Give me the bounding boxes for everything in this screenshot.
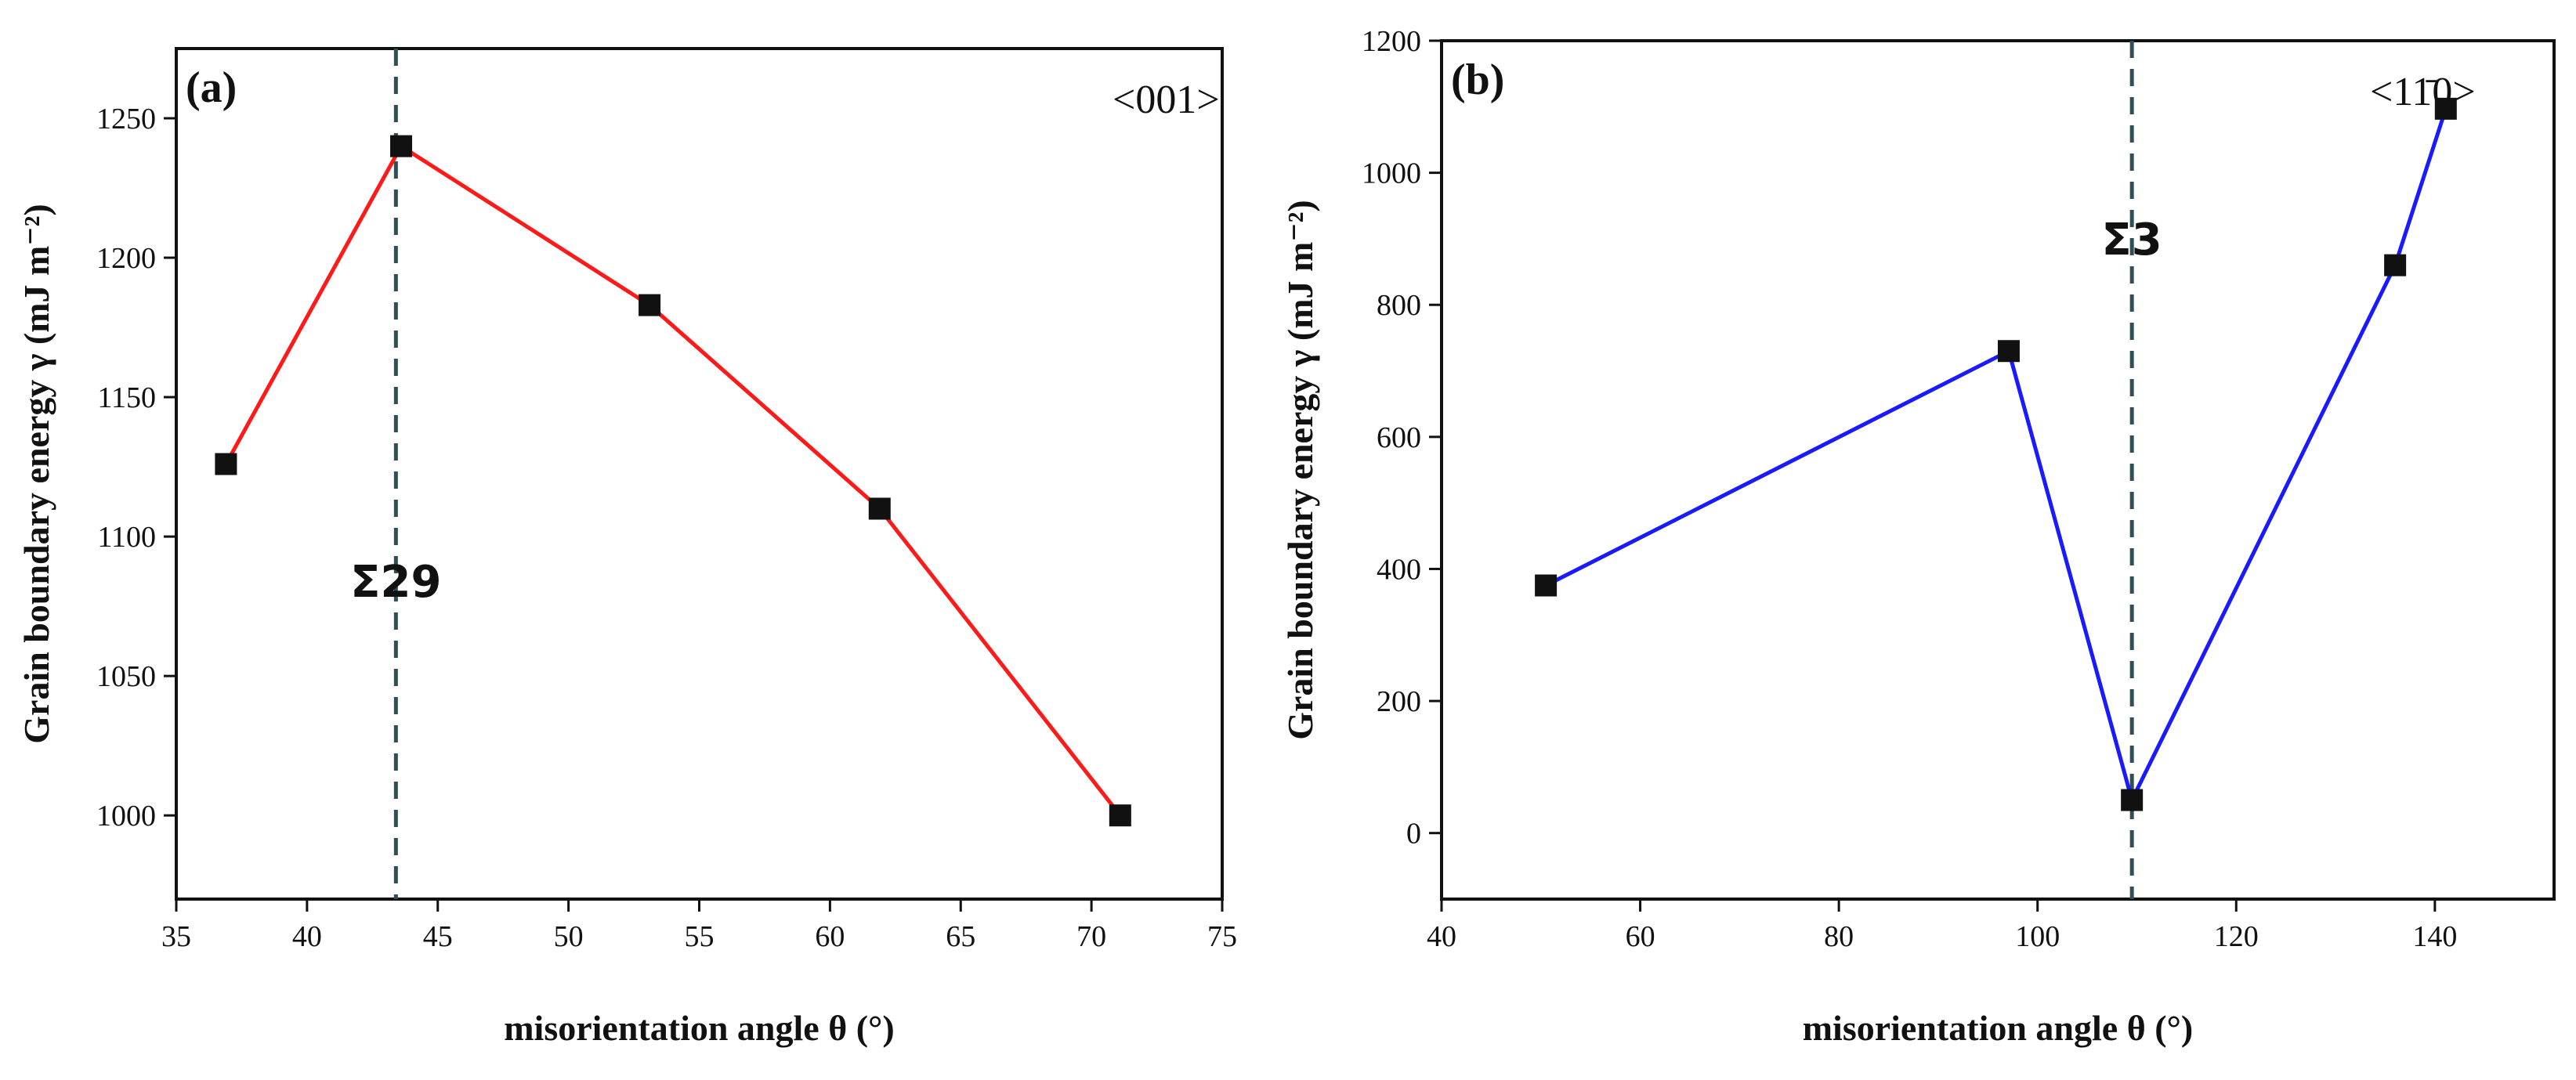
chart-panel-b: 40 60 80 100 120 140 0 200 400 600 800 1000 1200 miso… <box>1280 25 2556 1048</box>
panel-label: (b) <box>1451 56 1504 104</box>
x-tick-label: 75 <box>1207 920 1237 953</box>
x-tick-label: 60 <box>1626 920 1655 953</box>
y-tick-label: 800 <box>1377 289 1421 322</box>
x-tick-label: 60 <box>815 920 845 953</box>
y-tick-label: 200 <box>1377 685 1421 718</box>
x-tick-label: 140 <box>2412 920 2457 953</box>
y-tick-label: 1200 <box>1362 25 1421 58</box>
x-tick-label: 80 <box>1824 920 1854 953</box>
sigma-label: Σ3 <box>2102 215 2162 265</box>
chart-panel-a: 35 40 45 50 55 60 65 70 75 1000 1050 1100 1150 1200 12… <box>16 47 1237 1048</box>
y-tick-label: 1000 <box>1362 157 1421 190</box>
y-tick-label: 400 <box>1377 553 1421 586</box>
data-point <box>2384 254 2407 276</box>
y-tick-label: 1000 <box>96 800 156 833</box>
x-tick-label: 50 <box>554 920 584 953</box>
panel-label: (a) <box>186 63 237 112</box>
orientation-label: <001> <box>1113 78 1220 122</box>
x-tick-label: 55 <box>685 920 715 953</box>
y-tick-label: 600 <box>1377 421 1421 454</box>
data-point <box>2434 97 2457 120</box>
y-tick-label: 1250 <box>96 103 156 135</box>
x-tick-label: 35 <box>161 920 191 953</box>
data-point <box>390 135 413 157</box>
x-tick-label: 40 <box>292 920 322 953</box>
data-point <box>868 497 891 520</box>
y-axis-title: Grain boundary energy γ (mJ m⁻²) <box>1280 200 1320 740</box>
y-axis-title: Grain boundary energy γ (mJ m⁻²) <box>16 204 56 744</box>
x-tick-label: 45 <box>423 920 453 953</box>
x-axis-title: misorientation angle θ (°) <box>504 1008 895 1048</box>
data-point <box>1535 574 1558 597</box>
y-tick-label: 1200 <box>96 242 156 275</box>
x-axis-title: misorientation angle θ (°) <box>1803 1008 2194 1048</box>
y-tick-label: 1050 <box>96 660 156 693</box>
plot-frame <box>1440 39 2556 901</box>
data-point <box>639 294 661 316</box>
x-tick-label: 120 <box>2214 920 2259 953</box>
x-tick-label: 100 <box>2015 920 2060 953</box>
y-tick-label: 0 <box>1406 818 1421 851</box>
sigma-label: Σ29 <box>350 557 441 608</box>
y-tick-label: 1150 <box>97 381 156 414</box>
orientation-label: <11̄0> <box>2370 70 2476 114</box>
x-tick-label: 40 <box>1427 920 1456 953</box>
x-tick-label: 65 <box>946 920 975 953</box>
y-tick-label: 1100 <box>97 521 156 554</box>
data-point <box>215 453 237 475</box>
x-tick-label: 70 <box>1076 920 1106 953</box>
data-point <box>2121 789 2144 811</box>
data-point <box>1109 804 1131 827</box>
data-point <box>1997 340 2020 363</box>
